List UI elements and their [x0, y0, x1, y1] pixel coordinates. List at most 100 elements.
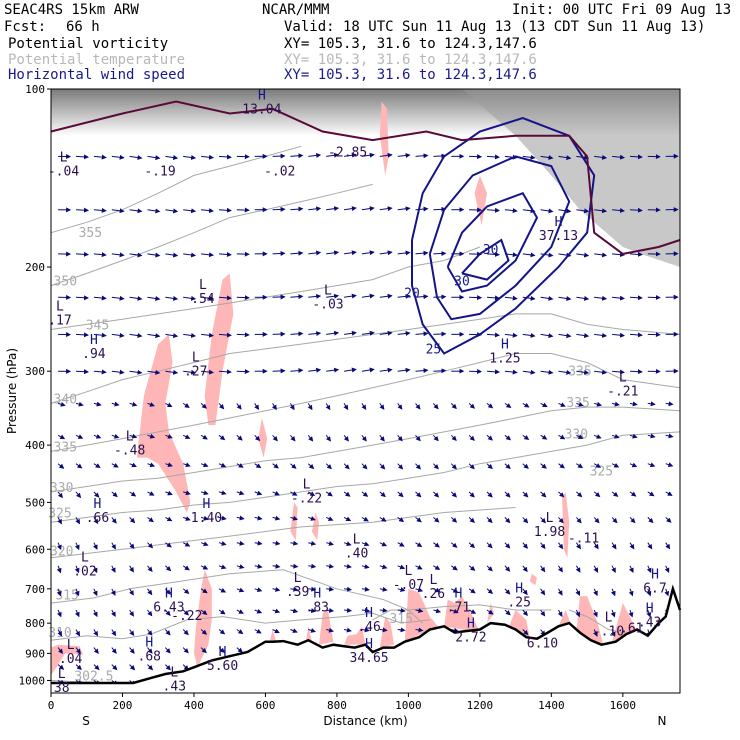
pv-extremum-21: L-.07: [393, 564, 424, 593]
pv-extremum-value: -.04: [48, 164, 79, 179]
wind-vector-509: [397, 608, 406, 613]
wind-vector-278: [647, 433, 656, 439]
wind-vector-564: [57, 664, 65, 670]
wind-vector-506: [344, 607, 352, 613]
pv-extremum-type: H: [165, 587, 173, 602]
wind-vector-427: [182, 565, 190, 571]
wind-vector-443: [468, 565, 476, 571]
wind-vector-49: [308, 206, 322, 212]
pv-extremum-type: H: [365, 606, 373, 621]
wind-vector-87: [361, 250, 375, 256]
wind-vector-52: [361, 206, 375, 212]
wind-vector-120: [326, 293, 340, 299]
wind-vector-54: [397, 206, 411, 212]
wind-vector-336: [433, 491, 440, 498]
wind-vector-490: [57, 609, 62, 618]
wind-vector-13: [290, 153, 304, 159]
wind-vector-12: [272, 153, 286, 159]
wind-vector-312: [629, 462, 638, 468]
wind-vector-89: [397, 250, 411, 256]
upper-pv-lobe: [462, 89, 680, 267]
pv-extremum-type: L: [67, 638, 75, 653]
wind-vector-166: [522, 332, 536, 338]
pv-extremum-26: H.83: [306, 587, 329, 616]
wind-vector-559: [165, 647, 171, 654]
wind-vector-481: [522, 588, 528, 596]
x-tick-label-2: 400: [184, 699, 204, 712]
theta-label-4: 325: [48, 506, 71, 521]
wind-vector-50: [326, 206, 340, 212]
theta-line-6: [50, 353, 681, 452]
wind-vector-299: [397, 463, 404, 470]
wind-vector-176: [75, 369, 89, 375]
wind-vector-112: [183, 295, 197, 301]
pv-extremum-type: L: [199, 278, 207, 293]
wind-vector-184: [218, 369, 232, 375]
wind-vector-281: [75, 463, 83, 469]
wind-vector-367: [361, 516, 369, 522]
terrain-line: [51, 584, 682, 685]
x-tick-label-8: 1600: [610, 699, 637, 712]
wind-vector-429: [218, 564, 227, 570]
organization-label: NCAR/MMM: [262, 2, 330, 18]
wind-vector-14: [308, 152, 322, 158]
pv-extremum-value: .43: [638, 615, 661, 630]
wind-vector-333: [379, 491, 386, 498]
wind-vector-18: [379, 152, 393, 158]
wind-vector-297: [361, 463, 368, 470]
wind-vector-203: [558, 369, 572, 375]
wind-vector-256: [254, 434, 261, 442]
pv-extremum-type: L: [126, 430, 134, 445]
wind-vector-5: [147, 155, 161, 161]
pv-extremum-type: L: [546, 511, 554, 526]
pv-extremum-22: L.26: [422, 573, 445, 602]
wind-vector-237: [540, 402, 548, 408]
wind-vector-218: [200, 403, 207, 409]
wind-vector-541: [343, 627, 352, 633]
wind-vector-485: [593, 588, 598, 597]
wind-vector-519: [575, 609, 580, 618]
wind-vector-562: [218, 647, 225, 653]
wind-vector-123: [379, 293, 393, 299]
wind-vector-469: [308, 586, 317, 592]
wind-vector-432: [272, 563, 281, 569]
wind-vector-356: [165, 516, 173, 522]
wind-vector-388: [111, 542, 116, 550]
wind-vector-545: [415, 627, 424, 633]
wind-vector-557: [129, 647, 135, 654]
wind-vector-91: [433, 251, 447, 256]
wind-vector-79: [218, 252, 232, 257]
wind-vector-236: [522, 402, 530, 408]
wind-vector-259: [307, 434, 314, 442]
wind-vector-121: [344, 293, 357, 299]
pv-extremum-30: H.43: [638, 601, 661, 630]
wind-vector-411: [522, 542, 528, 549]
wind-vector-450: [593, 565, 599, 573]
wind-vector-351: [75, 517, 80, 525]
pv-extremum-value: -.03: [312, 297, 343, 312]
wind-vector-556: [111, 647, 117, 654]
pv-extremum-33: .61: [620, 622, 643, 637]
wind-vector-245: [57, 434, 66, 440]
wind-vector-389: [129, 542, 135, 550]
pv-extremum-value: 13.04: [242, 102, 281, 117]
theta-line-7: [50, 313, 681, 404]
theta-label-5: 330: [50, 481, 73, 496]
wind-vector-467: [272, 586, 281, 592]
wind-vector-266: [433, 434, 439, 442]
wind-vector-100: [594, 252, 608, 258]
wind-vector-65: [594, 208, 608, 214]
pv-extremum-value: 1.40: [191, 511, 222, 526]
wind-vector-62: [540, 208, 554, 214]
wind-vector-399: [308, 540, 317, 546]
wind-vector-302: [450, 463, 457, 470]
pv-extremum-value: -.22: [171, 609, 202, 624]
pv-extremum-type: L: [58, 667, 66, 682]
wind-vector-328: [290, 491, 298, 496]
pv-shade-8: [344, 626, 366, 645]
wind-vector-522: [628, 609, 634, 618]
wind-vector-113: [201, 295, 214, 301]
wind-vector-458: [110, 588, 116, 596]
wind-vector-418: [647, 542, 653, 550]
wind-vector-185: [236, 369, 250, 375]
